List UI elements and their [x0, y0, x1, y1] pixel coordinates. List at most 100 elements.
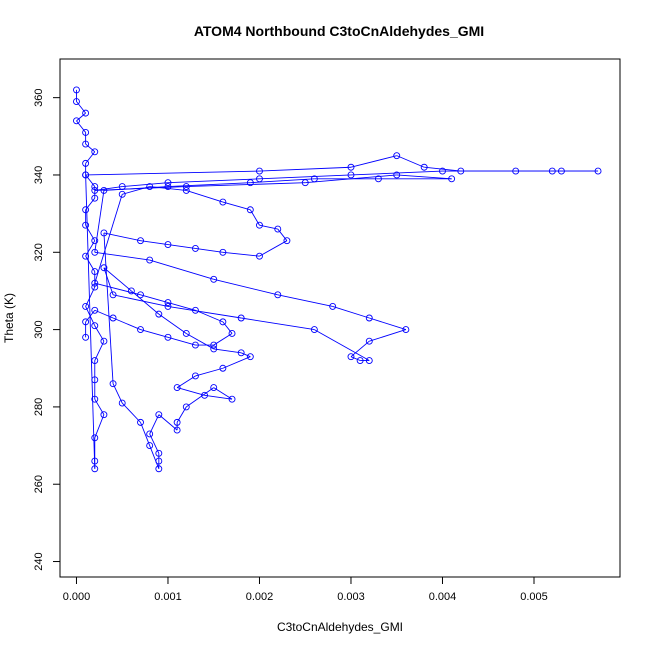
series-line-segment — [241, 317, 315, 331]
data-point — [164, 299, 172, 306]
data-point — [356, 357, 364, 364]
data-point — [146, 430, 154, 438]
data-point — [393, 171, 401, 179]
data-point — [210, 341, 218, 349]
data-point — [182, 330, 190, 337]
data-point — [82, 318, 90, 326]
series-line-segment — [241, 352, 251, 358]
data-point — [91, 248, 99, 256]
x-tick-label: 0.002 — [246, 591, 274, 603]
data-point — [109, 291, 117, 299]
data-point — [191, 244, 199, 252]
data-point — [256, 167, 263, 175]
series-line-segment — [222, 201, 251, 211]
series-line-segment — [259, 166, 351, 172]
data-point — [301, 179, 309, 187]
x-tick-label: 0.000 — [63, 591, 91, 603]
series-line-segment — [213, 387, 233, 400]
data-point — [256, 175, 263, 183]
data-point — [210, 275, 218, 283]
data-point — [137, 418, 144, 426]
data-point — [91, 148, 99, 156]
data-point — [246, 353, 254, 361]
series-line-segment — [85, 170, 260, 176]
y-tick-label: 280 — [33, 398, 45, 416]
series-line-segment — [103, 232, 114, 384]
data-point — [82, 206, 90, 214]
data-point — [191, 306, 199, 314]
series-line-segment — [177, 387, 205, 396]
data-point — [246, 206, 254, 214]
series-line-segment — [222, 356, 251, 369]
series-line-segment — [85, 309, 96, 323]
series-line-segment — [85, 197, 96, 211]
series-line-segment — [369, 329, 407, 342]
series-line-segment — [122, 186, 150, 195]
data-point — [219, 318, 227, 326]
x-axis: 0.000 0.001 0.002 0.003 0.004 0.005 — [63, 576, 548, 603]
data-point — [91, 465, 99, 473]
data-point — [73, 98, 80, 105]
data-point — [274, 225, 282, 233]
data-point — [448, 175, 456, 183]
y-axis: 240 260 280 300 320 340 360 — [33, 88, 61, 571]
series-line-segment — [122, 182, 169, 188]
data-point — [374, 175, 382, 183]
data-point — [82, 171, 90, 179]
data-point — [457, 167, 465, 175]
data-point — [91, 357, 99, 364]
data-point — [155, 411, 163, 419]
y-tick-label: 360 — [33, 88, 45, 106]
data-point — [191, 341, 199, 349]
data-point — [182, 186, 190, 194]
series-line-segment — [85, 151, 96, 164]
y-tick-label: 340 — [33, 166, 45, 184]
data-point — [347, 353, 355, 361]
data-point — [347, 171, 355, 179]
data-point — [82, 302, 90, 310]
data-point — [402, 326, 410, 334]
chart-title: ATOM4 Northbound C3toCnAldehydes_GMI — [194, 23, 484, 39]
data-point — [219, 198, 227, 206]
y-tick-label: 260 — [33, 475, 45, 493]
series-line-segment — [195, 309, 224, 323]
data-point — [91, 194, 99, 202]
data-point — [219, 364, 227, 372]
data-point — [118, 183, 126, 191]
series-line-segment — [213, 333, 233, 346]
y-tick-label: 240 — [33, 552, 45, 570]
data-point — [237, 349, 245, 357]
data-point — [100, 264, 108, 272]
series-line-segment — [350, 356, 361, 361]
data-point — [365, 357, 373, 364]
series-line-segment — [94, 414, 105, 439]
data-point — [164, 179, 172, 187]
data-point — [100, 337, 108, 345]
series-line-segment — [396, 155, 425, 168]
data-point — [155, 310, 163, 318]
data-point — [594, 167, 602, 175]
series-line-segment — [85, 286, 96, 307]
series-line-segment — [350, 170, 443, 176]
data-point — [155, 465, 163, 473]
series-line-segment — [103, 267, 132, 292]
series-line-segment — [213, 278, 278, 296]
data-point — [100, 229, 108, 237]
data-point — [91, 186, 99, 194]
series-line-segment — [167, 336, 196, 346]
series-line-segment — [140, 294, 169, 303]
data-point — [82, 221, 90, 229]
series-line-segment — [186, 387, 214, 408]
series-line-segment — [112, 294, 169, 307]
series-line-segment — [85, 143, 96, 153]
data-point — [91, 283, 99, 291]
series-line-segment — [350, 340, 370, 358]
x-tick-label: 0.003 — [337, 591, 365, 603]
data-point — [173, 418, 181, 426]
data-point — [91, 268, 99, 276]
series-line-segment — [222, 321, 233, 334]
data-point — [347, 163, 355, 171]
data-point — [182, 403, 190, 411]
series-line-segment — [204, 394, 233, 400]
data-point — [393, 152, 401, 160]
